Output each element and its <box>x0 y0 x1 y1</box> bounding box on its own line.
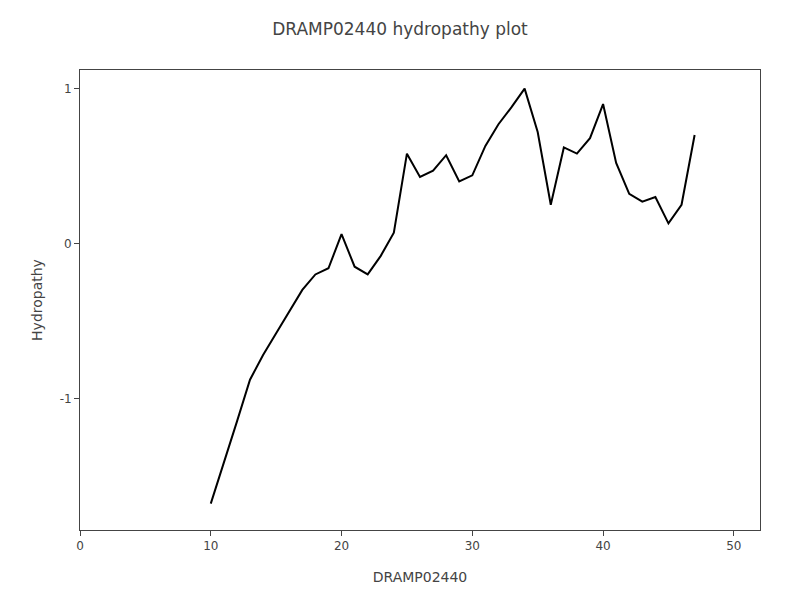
svg-text:DRAMP02440: DRAMP02440 <box>373 569 468 585</box>
svg-text:0: 0 <box>76 539 84 553</box>
svg-text:50: 50 <box>726 539 741 553</box>
svg-text:40: 40 <box>595 539 610 553</box>
svg-text:20: 20 <box>334 539 349 553</box>
svg-text:10: 10 <box>203 539 218 553</box>
svg-text:30: 30 <box>465 539 480 553</box>
svg-text:1: 1 <box>64 82 72 96</box>
svg-text:0: 0 <box>64 237 72 251</box>
svg-text:DRAMP02440 hydropathy plot: DRAMP02440 hydropathy plot <box>272 19 528 39</box>
svg-text:Hydropathy: Hydropathy <box>29 259 45 341</box>
svg-text:-1: -1 <box>60 392 72 406</box>
